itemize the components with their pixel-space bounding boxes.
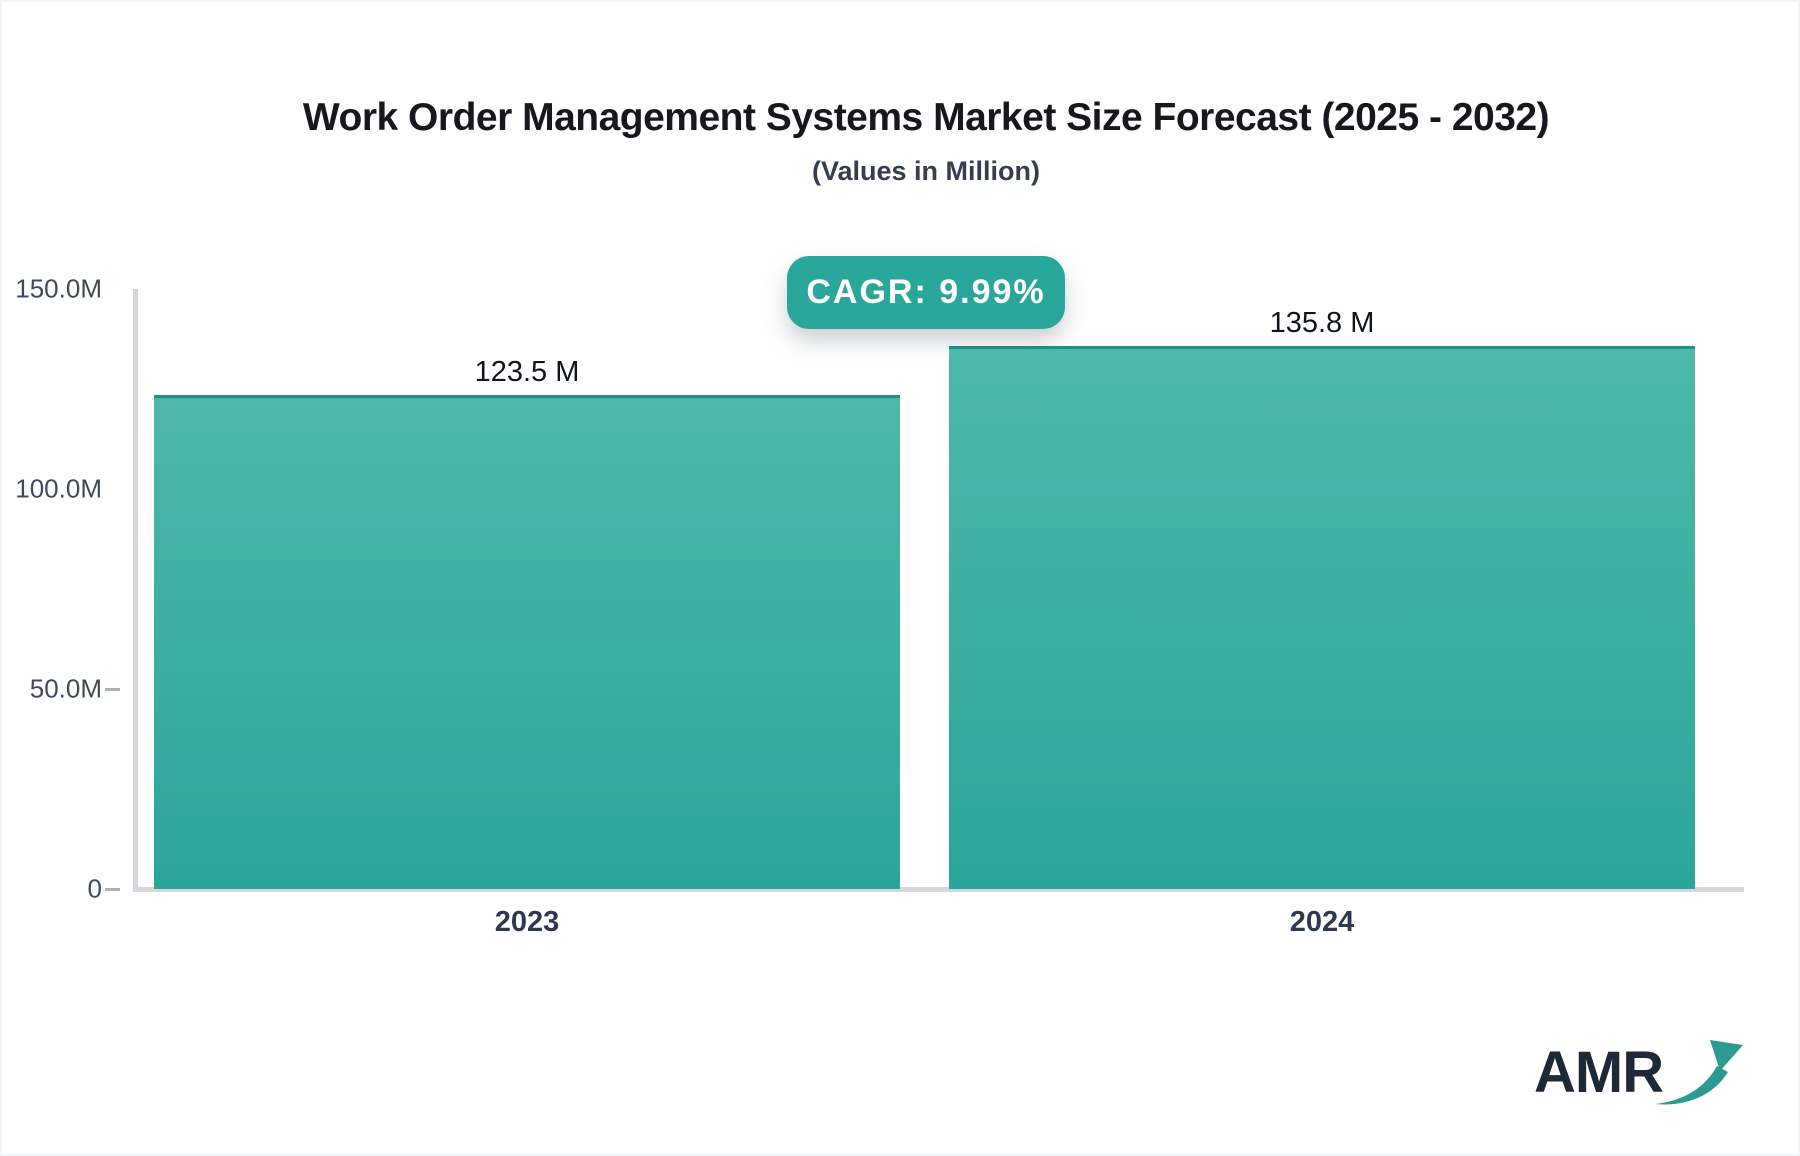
- y-axis-line: [133, 289, 138, 892]
- x-axis-line: [133, 887, 1744, 892]
- y-axis-tick-label: 150.0M: [15, 273, 102, 304]
- y-axis: 150.0M 100.0M 50.0M 0: [2, 274, 102, 904]
- y-axis-tick-label: 0: [87, 873, 102, 904]
- bar-group: 123.5 M 2023: [154, 289, 900, 938]
- y-axis-tick-mark: [105, 687, 120, 691]
- bar-2024[interactable]: [949, 346, 1695, 889]
- bar-value-label: 135.8 M: [1269, 307, 1375, 339]
- cagr-badge: CAGR: 9.99%: [787, 256, 1065, 329]
- bar-group: 135.8 M 2024: [949, 289, 1695, 938]
- chart-title: Work Order Management Systems Market Siz…: [302, 96, 1550, 139]
- amr-logo: AMR: [1534, 1030, 1745, 1114]
- amr-logo-text: AMR: [1534, 1039, 1664, 1105]
- chart-subtitle: (Values in Million): [811, 156, 1041, 186]
- plot-area: 123.5 M 2023 135.8 M 2024: [135, 289, 1744, 938]
- x-axis-label: 2023: [494, 906, 560, 938]
- bar-2023[interactable]: [154, 395, 900, 889]
- chart-header: Work Order Management Systems Market Siz…: [50, 96, 1798, 187]
- cagr-badge-label: CAGR: 9.99%: [806, 273, 1046, 311]
- y-axis-tick-mark: [105, 887, 120, 891]
- growth-arrow-icon: [1655, 1040, 1744, 1105]
- x-axis-label: 2024: [1289, 906, 1355, 938]
- y-axis-tick-label: 100.0M: [15, 473, 102, 504]
- bar-value-label: 123.5 M: [474, 356, 580, 388]
- y-axis-tick-label: 50.0M: [29, 673, 102, 704]
